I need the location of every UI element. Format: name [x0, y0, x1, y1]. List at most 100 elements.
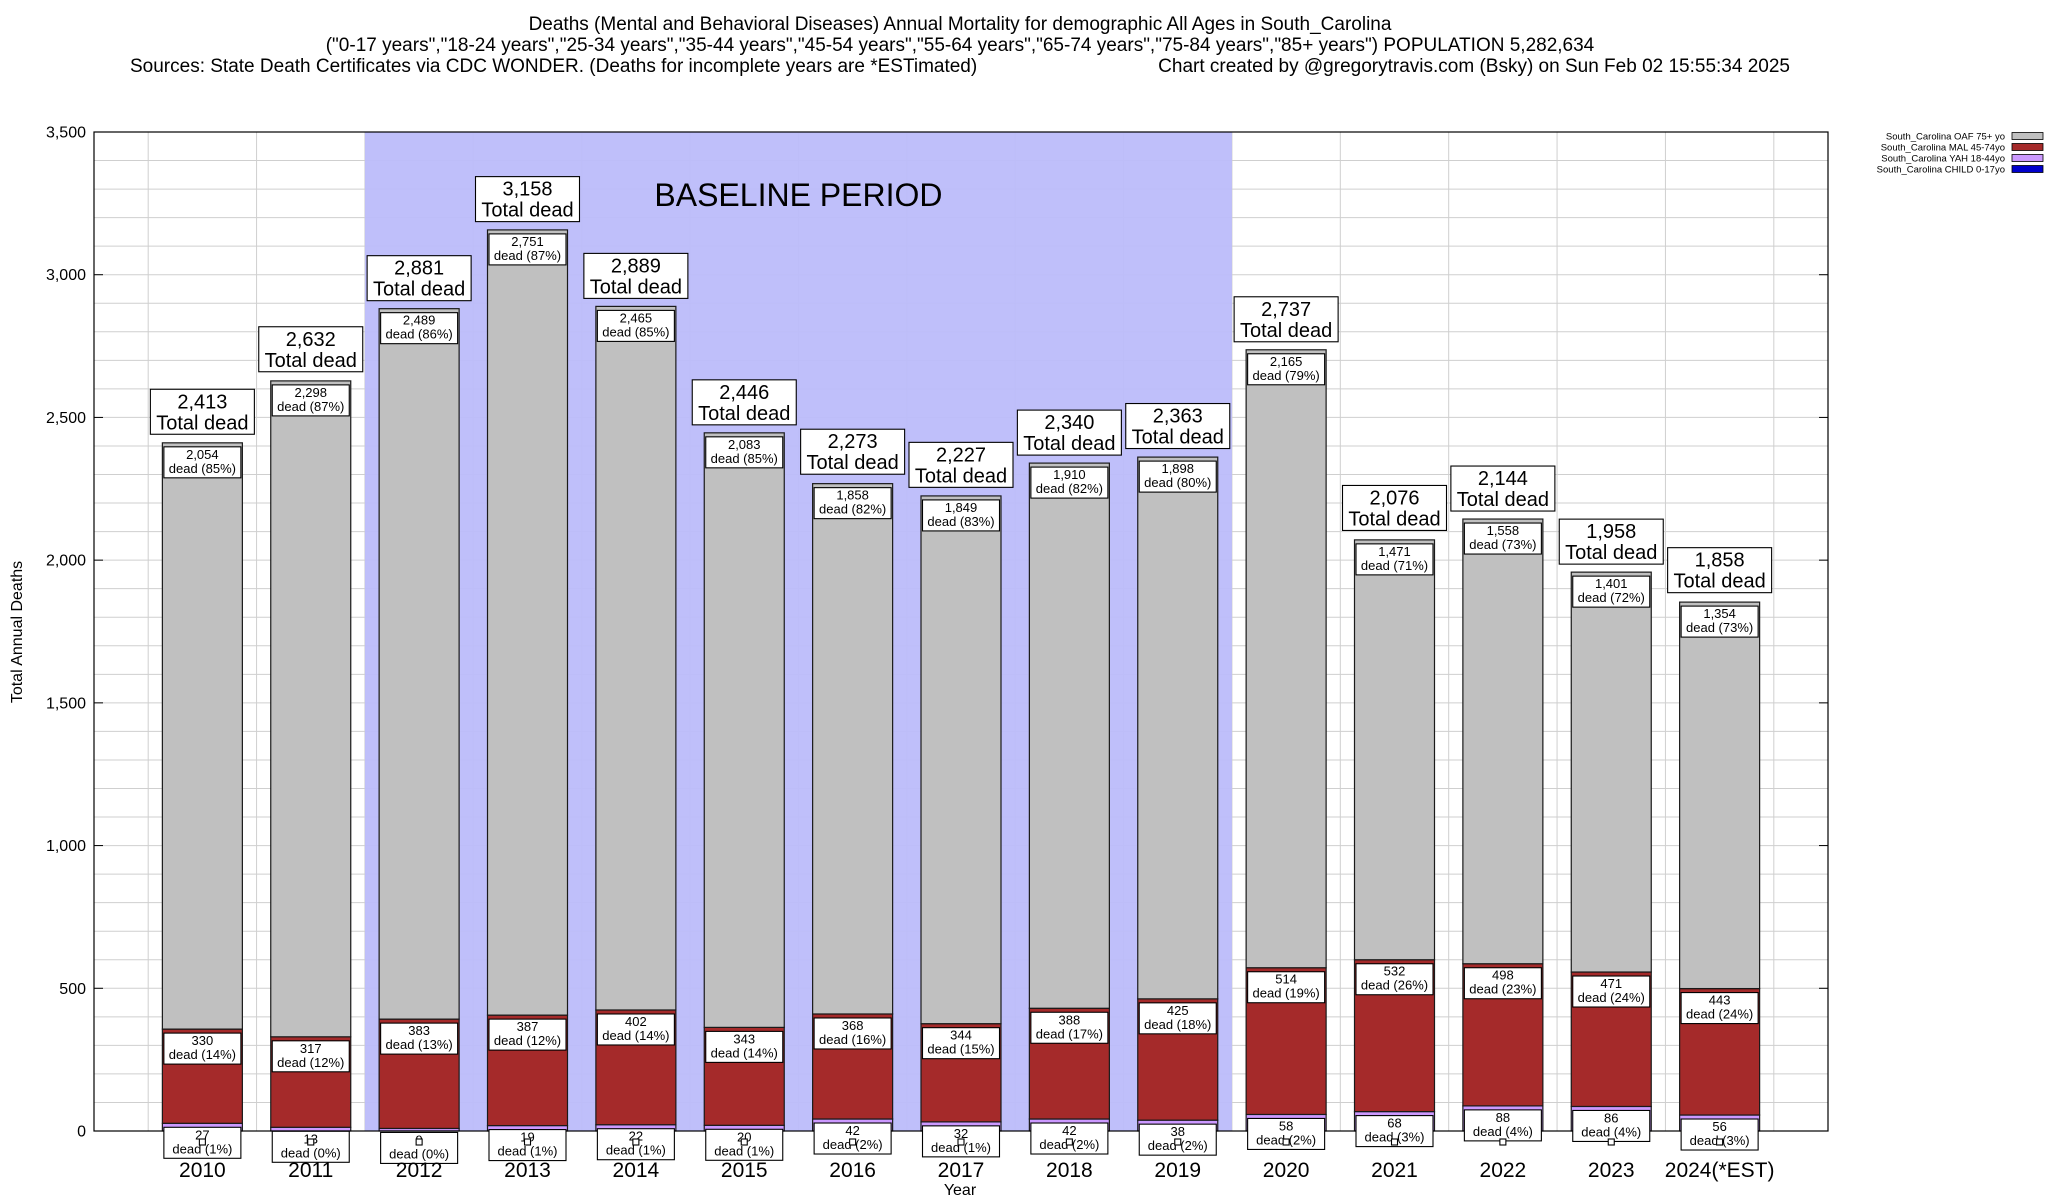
segment-label-share: dead (3%): [1365, 1130, 1425, 1145]
segment-label-percent: (3%): [1719, 1133, 1750, 1148]
y-tick-label: 500: [59, 981, 86, 998]
segment-label-value: 388: [1059, 1012, 1081, 1027]
total-label-value: 2,413: [177, 391, 227, 413]
legend-label: South_Carolina MAL 45-74yo: [1881, 143, 2005, 154]
segment-label-box: [1463, 522, 1542, 555]
segment-label-share: dead (83%): [927, 514, 994, 529]
segment-label-box: [813, 1017, 892, 1050]
segment-label-percent: (72%): [1607, 590, 1645, 605]
segment-label-percent: (24%): [1715, 1007, 1753, 1022]
segment-label-box: [1572, 975, 1651, 1008]
child-label-marker: [1282, 1138, 1290, 1146]
segment-label-box: [1680, 992, 1759, 1025]
bar-segment-series-0: [270, 380, 352, 1038]
segment-label-box: [1355, 963, 1434, 996]
x-axis: 2010 2011 2012 2013 2014 2015 2016 2017 2018 2019…: [179, 1159, 1774, 1182]
segment-label-share: dead (2%): [823, 1137, 883, 1152]
total-label-caption: Total dead: [156, 412, 248, 434]
segment-label-share: dead (24%): [1686, 1007, 1753, 1022]
segment-label-word: dead: [1365, 1130, 1394, 1145]
segment-label-word: dead: [1690, 1133, 1719, 1148]
segment-label-percent: (26%): [1390, 978, 1428, 993]
bar-stack: [703, 432, 785, 1132]
child-label-marker: [1716, 1138, 1724, 1146]
segment-label-value: 56: [1712, 1119, 1726, 1134]
segment-label-percent: (1%): [635, 1143, 666, 1158]
segment-label-word: dead: [1256, 1132, 1285, 1147]
y-tick-label: 3,000: [46, 267, 86, 284]
segment-label-box: [596, 1013, 675, 1046]
segment-label-box: [1680, 1118, 1759, 1151]
segment-label-word: dead: [281, 1145, 310, 1160]
segment-label-value: 330: [192, 1033, 214, 1048]
segment-label-word: dead: [711, 1045, 740, 1060]
segment-label-box: [1030, 466, 1109, 499]
segment-label-percent: (4%): [1610, 1124, 1641, 1139]
total-label-box: [474, 176, 581, 223]
segment-label-box: [163, 446, 242, 479]
segment-label-word: dead: [169, 1047, 198, 1062]
segment-label-word: dead: [1578, 590, 1607, 605]
segment-label-word: dead: [606, 1143, 635, 1158]
segment-label-share: dead (1%): [714, 1143, 774, 1158]
total-label-value: 2,881: [394, 258, 444, 280]
segment-label-value: 471: [1600, 976, 1622, 991]
segment-label-value: 68: [1387, 1116, 1401, 1131]
segment-label-share: dead (85%): [602, 324, 669, 339]
segment-label-percent: (4%): [1502, 1124, 1533, 1139]
y-tick-label: 2,500: [46, 410, 86, 427]
segment-label-box: [1572, 575, 1651, 608]
segment-label-word: dead: [1036, 481, 1065, 496]
x-tick-label: 2013: [504, 1159, 551, 1182]
total-label-box: [908, 441, 1014, 488]
segment-label-box: [271, 384, 350, 417]
total-label-value: 1,858: [1695, 550, 1745, 572]
total-label-value: 2,363: [1153, 406, 1203, 428]
total-label-caption: Total dead: [373, 279, 465, 301]
bar-stack: [920, 495, 1002, 1132]
segment-label-percent: (73%): [1498, 537, 1536, 552]
segment-label-word: dead: [1036, 1026, 1065, 1041]
bar-segment-series-0: [161, 442, 243, 1030]
segment-label-word: dead: [1469, 982, 1498, 997]
segment-label-value: 514: [1275, 972, 1297, 987]
segment-label-word: dead: [1581, 1124, 1610, 1139]
bar-stack: [486, 229, 569, 1132]
x-tick-label: 2010: [179, 1159, 226, 1182]
segment-label-word: dead: [389, 1146, 418, 1161]
segment-label-value: 343: [733, 1031, 755, 1046]
bar-segment-series-0: [1137, 456, 1219, 1000]
segment-label-share: dead (4%): [1473, 1124, 1533, 1139]
segment-label-percent: (80%): [1173, 475, 1211, 490]
total-label-caption: Total dead: [265, 350, 357, 372]
child-label-marker: [415, 1138, 423, 1146]
segment-label-percent: (1%): [960, 1140, 991, 1155]
segment-label-word: dead: [494, 248, 523, 263]
bar-segment-series-0: [1028, 462, 1110, 1009]
segment-label-word: dead: [823, 1137, 852, 1152]
x-tick-label: 2021: [1371, 1159, 1418, 1182]
segment-label-percent: (82%): [848, 502, 886, 517]
segment-label-share: dead (18%): [1144, 1017, 1211, 1032]
legend-entry: South_Carolina YAH 18-44yo: [1881, 154, 2044, 165]
segment-label-share: dead (71%): [1361, 558, 1428, 573]
segment-label-word: dead: [1361, 978, 1390, 993]
segment-label-box: [380, 1022, 459, 1055]
segment-label-word: dead: [927, 1042, 956, 1057]
total-label-box: [691, 379, 797, 426]
segment-label-share: dead (19%): [1253, 986, 1320, 1001]
segment-label-word: dead: [714, 1143, 743, 1158]
segment-label-percent: (12%): [523, 1033, 561, 1048]
segment-label-percent: (73%): [1715, 620, 1753, 635]
x-tick-label: 2014: [613, 1159, 660, 1182]
segment-label-value: 425: [1167, 1003, 1189, 1018]
segment-label-percent: (24%): [1607, 990, 1645, 1005]
segment-label-word: dead: [1144, 1017, 1173, 1032]
